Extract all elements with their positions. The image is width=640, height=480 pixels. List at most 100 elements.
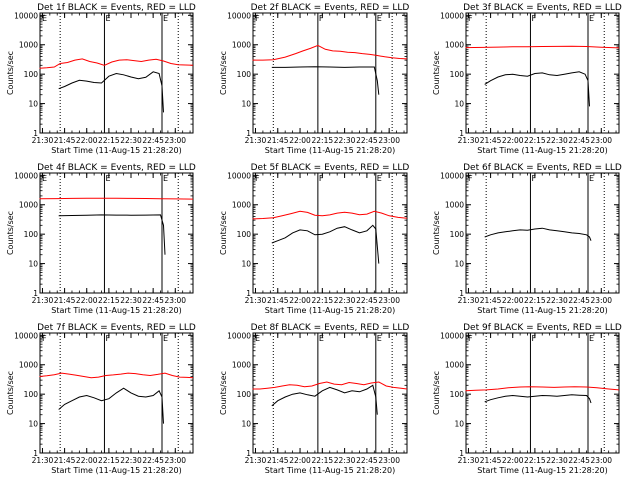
chart-title: Det 2f BLACK = Events, RED = LLD [251,3,410,13]
y-axis-label: Counts/sec [432,51,441,95]
y-tick-label: 1000 [232,201,251,210]
marker-label: E [319,334,324,343]
marker-label: E [163,174,168,183]
chart-panel-5: Det 5f BLACK = Events, RED = LLD 1 10 100 10… [219,163,409,315]
marker-label: F [319,14,324,23]
chart-panel-1: Det 1f BLACK = Events, RED = LLD 1 10 100 10… [6,3,196,155]
series-line-lld [252,381,408,390]
x-tick-label: 22:15 [98,456,120,465]
y-tick-label: 100 [24,230,39,239]
series-line-events [58,214,166,255]
x-axis-label: Start Time (11-Aug-15 21:28:20) [477,466,608,475]
y-tick-label: 1000 [445,41,464,50]
x-axis-label: Start Time (11-Aug-15 21:28:20) [51,466,182,475]
marker-label: F [531,174,536,183]
x-tick-label: 23:00 [164,296,186,305]
y-tick-label: 1 [33,129,38,138]
y-tick-label: 1000 [445,361,464,370]
x-tick-label: 22:15 [98,136,120,145]
x-tick-label: 22:15 [312,456,334,465]
y-axis-label: Counts/sec [6,371,15,415]
x-tick-label: 22:15 [98,296,120,305]
y-tick-label: 100 [24,390,39,399]
marker-label: F [468,174,473,183]
x-tick-label: 21:30 [458,456,480,465]
x-tick-label: 21:30 [245,456,267,465]
y-tick-label: 1000 [445,201,464,210]
y-tick-label: 10000 [227,11,251,20]
x-tick-label: 22:45 [356,456,378,465]
x-tick-label: 21:30 [245,296,267,305]
y-tick-label: 10000 [227,331,251,340]
x-tick-label: 23:00 [590,456,612,465]
marker-label: F [255,14,260,23]
series-line-events [58,71,164,113]
x-tick-label: 21:45 [480,456,502,465]
y-tick-label: 1 [246,129,251,138]
y-tick-label: 100 [237,230,252,239]
x-tick-label: 22:00 [76,456,98,465]
x-axis-label: Start Time (11-Aug-15 21:28:20) [477,306,608,315]
marker-label: F [105,334,110,343]
x-tick-label: 22:00 [289,456,311,465]
y-axis-label: Counts/sec [6,211,15,255]
y-tick-label: 10 [28,420,38,429]
x-tick-label: 21:45 [54,136,76,145]
x-tick-label: 22:45 [356,136,378,145]
x-tick-label: 23:00 [164,456,186,465]
y-tick-label: 10 [241,260,251,269]
chart-title: Det 5f BLACK = Events, RED = LLD [251,163,410,173]
y-axis-label: Counts/sec [432,211,441,255]
x-axis-label: Start Time (11-Aug-15 21:28:20) [265,146,396,155]
series-line-events [271,66,380,95]
x-tick-label: 22:00 [502,296,524,305]
y-tick-label: 100 [450,390,465,399]
y-tick-label: 100 [24,70,39,79]
x-tick-label: 23:00 [378,136,400,145]
y-axis-label: Counts/sec [219,51,228,95]
y-tick-label: 100 [237,390,252,399]
x-tick-label: 22:00 [289,136,311,145]
y-axis-label: Counts/sec [432,371,441,415]
series-line-lld [465,45,620,49]
y-tick-label: 1 [459,129,464,138]
series-line-lld [39,372,194,379]
marker-label: F [319,174,324,183]
y-tick-label: 10000 [440,171,464,180]
x-tick-label: 21:30 [32,456,54,465]
series-line-lld [252,44,408,61]
x-tick-label: 22:30 [546,296,568,305]
x-tick-label: 21:45 [480,296,502,305]
chart-title: Det 4f BLACK = Events, RED = LLD [37,163,196,173]
x-tick-label: 22:00 [76,136,98,145]
x-tick-label: 22:45 [568,456,590,465]
y-tick-label: 1000 [232,361,251,370]
x-tick-label: 22:00 [289,296,311,305]
series-line-events [271,224,380,264]
y-tick-label: 10 [454,420,464,429]
marker-label: E [255,334,260,343]
series-line-events [58,387,164,424]
chart-panel-4: Det 4f BLACK = Events, RED = LLD 1 10 100 10… [6,163,196,315]
series-line-events [484,71,590,107]
marker-label: E [105,14,110,23]
y-tick-label: 10000 [14,11,38,20]
x-tick-label: 22:30 [120,136,142,145]
x-axis-label: Start Time (11-Aug-15 21:28:20) [265,306,396,315]
y-tick-label: 1000 [19,41,38,50]
chart-title: Det 8f BLACK = Events, RED = LLD [251,323,410,333]
x-tick-label: 22:30 [546,456,568,465]
marker-label: F [468,14,473,23]
series-line-lld [39,58,194,69]
y-tick-label: 1 [459,449,464,458]
chart-title: Det 3f BLACK = Events, RED = LLD [463,3,622,13]
x-tick-label: 21:30 [245,136,267,145]
y-tick-label: 10000 [440,11,464,20]
series-line-events [271,384,378,415]
series-line-lld [39,197,194,200]
x-tick-label: 22:45 [142,136,164,145]
marker-label: E [42,174,47,183]
marker-label: E [163,334,168,343]
